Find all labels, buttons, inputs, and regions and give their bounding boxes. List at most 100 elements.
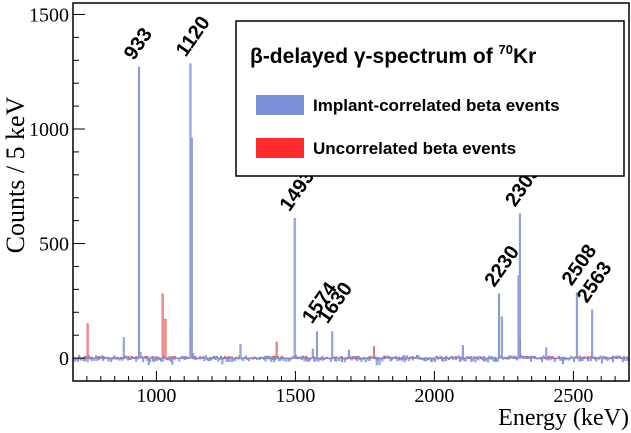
y-axis-label: Counts / 5 keV	[1, 96, 30, 253]
implant-bin	[279, 357, 282, 361]
implant-bin	[350, 357, 353, 361]
implant-bin	[520, 354, 523, 359]
implant-bin	[113, 355, 115, 359]
legend-entry-uncorrelated: Uncorrelated beta events	[313, 139, 516, 158]
implant-bin	[193, 357, 196, 360]
implant-bin	[570, 355, 573, 359]
implant-bin	[573, 357, 576, 362]
implant-bin	[453, 357, 456, 359]
implant-bin	[314, 357, 317, 362]
implant-bin	[518, 213, 521, 359]
implant-bin	[434, 357, 437, 362]
implant-bin	[589, 357, 592, 362]
implant-bin	[347, 349, 350, 359]
implant-bin	[582, 357, 585, 359]
implant-bin	[315, 331, 318, 359]
uncorrelated-bin	[275, 341, 278, 359]
implant-bin	[457, 355, 460, 359]
implant-bin	[121, 357, 124, 361]
implant-bin	[150, 356, 153, 359]
y-tick-label: 0	[59, 348, 69, 370]
implant-bin	[229, 357, 232, 359]
implant-bin	[417, 355, 420, 359]
implant-bin	[450, 355, 453, 359]
implant-bin	[442, 357, 445, 362]
implant-bin	[541, 357, 544, 363]
implant-bin	[595, 357, 598, 362]
implant-bin	[460, 357, 463, 361]
implant-bin	[445, 357, 448, 362]
implant-bin	[149, 357, 152, 363]
implant-bin	[186, 356, 189, 359]
implant-bin	[538, 357, 541, 360]
implant-bin	[474, 357, 477, 363]
implant-bin	[132, 356, 135, 359]
legend-title: β-delayed γ-spectrum of 70Kr	[250, 42, 536, 68]
implant-bin	[101, 357, 104, 361]
implant-bin	[110, 357, 113, 362]
implant-bin	[217, 357, 220, 362]
implant-bin	[488, 355, 491, 359]
implant-bin	[581, 357, 584, 362]
legend-swatch-implant	[256, 95, 304, 115]
implant-bin	[486, 357, 489, 363]
implant-bin	[571, 357, 574, 359]
implant-bin	[94, 355, 97, 359]
implant-bin	[530, 357, 532, 362]
implant-bin	[233, 357, 236, 361]
implant-bin	[473, 356, 476, 359]
implant-bin	[427, 357, 430, 361]
implant-bin	[320, 357, 323, 360]
uncorrelated-bin	[161, 293, 164, 359]
implant-bin	[190, 137, 193, 359]
y-tick-label: 1000	[29, 119, 69, 141]
implant-bin	[247, 357, 250, 362]
implant-bin	[402, 355, 405, 359]
implant-bin	[612, 357, 615, 363]
implant-bin	[340, 357, 343, 363]
implant-bin	[371, 356, 374, 359]
x-tick-label: 1500	[275, 385, 315, 407]
implant-bin	[542, 355, 545, 359]
implant-bin	[477, 357, 480, 361]
implant-bin	[222, 356, 225, 359]
implant-bin	[364, 357, 367, 363]
implant-bin	[203, 357, 206, 362]
implant-bin	[510, 355, 513, 359]
implant-bin	[339, 357, 342, 359]
implant-bin	[561, 357, 564, 365]
implant-bin	[524, 356, 527, 359]
implant-bin	[378, 357, 381, 365]
implant-bin	[242, 357, 245, 361]
implant-bin	[311, 348, 314, 359]
implant-bin	[500, 316, 503, 359]
implant-bin	[195, 356, 198, 359]
legend: β-delayed γ-spectrum of 70Kr Implant-cor…	[235, 20, 625, 177]
implant-bin	[407, 357, 410, 361]
implant-bin	[252, 357, 254, 359]
implant-bin	[125, 356, 128, 359]
implant-bin	[165, 357, 168, 361]
implant-bin	[307, 357, 310, 362]
implant-bin	[410, 356, 413, 359]
implant-bin	[600, 357, 603, 364]
implant-bin	[618, 356, 621, 359]
implant-bin	[454, 357, 457, 360]
implant-bin	[324, 357, 327, 360]
implant-bin	[118, 357, 121, 361]
implant-bin	[539, 356, 542, 359]
implant-bin	[356, 357, 359, 362]
implant-bin	[213, 356, 216, 359]
implant-bin	[167, 357, 170, 359]
implant-bin	[163, 356, 166, 359]
implant-bin	[295, 354, 298, 359]
implant-bin	[97, 357, 100, 361]
x-axis-label: Energy (keV)	[498, 405, 629, 431]
implant-bin	[338, 357, 341, 361]
implant-bin	[599, 355, 602, 359]
implant-bin	[406, 355, 409, 359]
implant-bin	[467, 356, 470, 359]
implant-bin	[516, 357, 519, 361]
implant-bin	[100, 355, 103, 359]
implant-bin	[388, 356, 391, 359]
